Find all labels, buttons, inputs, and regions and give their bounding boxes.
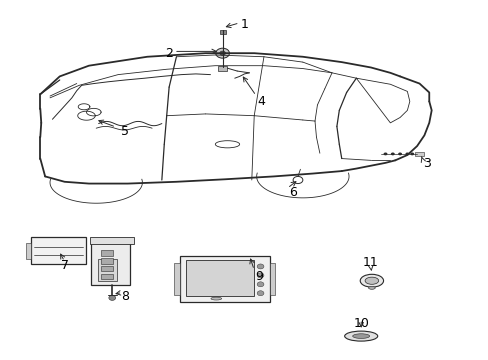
Text: 1: 1 <box>240 18 248 31</box>
Circle shape <box>257 273 264 278</box>
Text: 9: 9 <box>255 270 263 283</box>
Text: 2: 2 <box>165 47 173 60</box>
Ellipse shape <box>368 287 374 289</box>
Text: 11: 11 <box>362 256 378 269</box>
Bar <box>217 66 227 71</box>
Circle shape <box>109 296 116 300</box>
Circle shape <box>219 51 225 55</box>
Bar <box>414 152 424 156</box>
Circle shape <box>397 153 401 156</box>
Bar <box>91 243 130 285</box>
Ellipse shape <box>365 277 378 284</box>
Text: 10: 10 <box>352 317 368 330</box>
Bar <box>30 237 86 264</box>
Circle shape <box>257 282 264 287</box>
Bar <box>174 263 180 295</box>
Ellipse shape <box>352 334 369 338</box>
Text: 7: 7 <box>61 259 68 272</box>
Bar <box>90 237 133 244</box>
Circle shape <box>215 48 229 58</box>
Text: 3: 3 <box>422 157 430 170</box>
Text: 8: 8 <box>121 289 129 303</box>
Bar <box>98 259 117 281</box>
Circle shape <box>257 291 264 296</box>
Circle shape <box>257 264 264 269</box>
Circle shape <box>409 153 413 156</box>
Ellipse shape <box>344 331 377 341</box>
Bar <box>101 266 113 271</box>
Bar <box>270 263 275 295</box>
Bar <box>186 260 254 296</box>
Circle shape <box>383 153 386 156</box>
Ellipse shape <box>210 297 221 300</box>
Bar <box>101 258 113 264</box>
Text: 6: 6 <box>288 186 296 199</box>
Text: 5: 5 <box>121 125 129 138</box>
Bar <box>26 243 30 258</box>
Circle shape <box>405 153 408 156</box>
Bar <box>101 250 113 256</box>
Bar <box>180 256 270 302</box>
Ellipse shape <box>360 274 383 287</box>
Text: 4: 4 <box>257 95 265 108</box>
Circle shape <box>390 153 394 156</box>
Bar <box>101 274 113 279</box>
Bar <box>219 30 225 33</box>
